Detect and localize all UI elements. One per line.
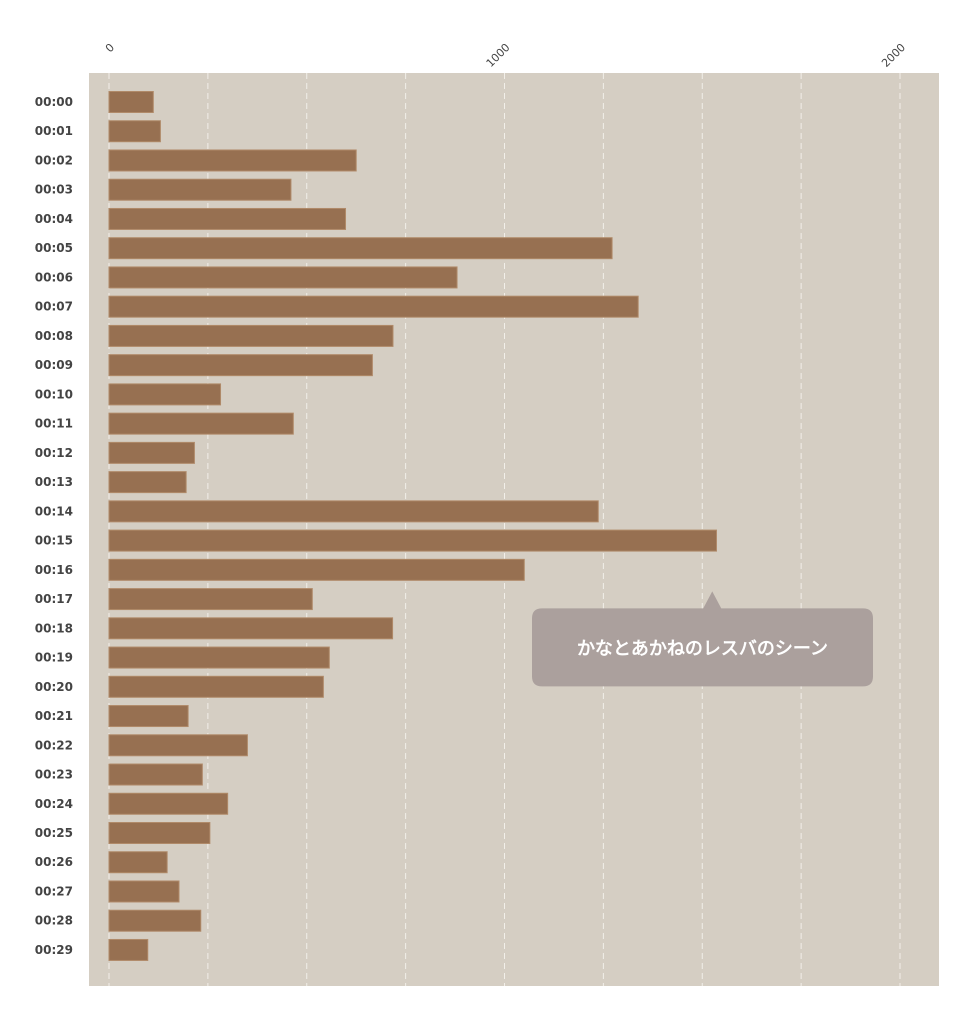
bar [108,500,599,523]
bar [108,705,189,728]
annotation-text: かなとあかねのレスバのシーン [577,638,828,659]
y-tick-label: 00:05 [35,241,73,255]
y-tick-label: 00:19 [35,651,73,665]
x-tick-label: 2000 [879,41,908,70]
bar [108,909,202,932]
y-tick-label: 00:07 [35,300,73,314]
y-tick-label: 00:15 [35,534,73,548]
bar [108,441,195,464]
bar [108,938,149,961]
y-tick-label: 00:17 [35,592,73,606]
bar [108,471,187,494]
annotation-callout-box [532,591,873,687]
y-tick-label: 00:12 [35,446,73,460]
bar [108,880,180,903]
y-tick-label: 00:03 [35,183,73,197]
annotation-callout: かなとあかねのレスバのシーン [532,591,873,687]
y-tick-label: 00:08 [35,329,73,343]
bar [108,822,211,844]
bar [108,763,203,786]
y-tick-label: 00:06 [35,270,73,284]
bar [108,91,154,113]
y-tick-label: 00:00 [35,95,73,109]
bar [108,383,222,406]
y-tick-label: 00:01 [35,124,73,138]
bar [108,178,292,201]
y-tick-label: 00:11 [35,417,73,431]
y-tick-label: 00:25 [35,826,73,840]
y-tick-label: 00:09 [35,358,73,372]
bar [108,120,161,143]
y-tick-label: 00:20 [35,680,73,694]
bar [108,675,324,698]
x-axis-tick-labels: 0 1000 2000 [103,41,908,70]
bar [108,617,394,640]
bar [108,412,294,435]
bar-series [108,91,717,961]
x-tick-label: 0 [103,41,117,55]
y-tick-label: 00:28 [35,914,73,928]
bar [108,558,525,581]
y-tick-label: 00:02 [35,153,73,167]
y-tick-label: 00:18 [35,621,73,635]
bar [108,354,373,377]
x-tick-label: 1000 [484,41,513,70]
y-tick-label: 00:29 [35,943,73,957]
y-tick-label: 00:22 [35,738,73,752]
y-tick-label: 00:10 [35,387,73,401]
y-tick-label: 00:24 [35,797,73,811]
bar [108,237,613,260]
y-tick-label: 00:14 [35,504,73,518]
bar [108,149,357,172]
bar [108,792,229,815]
y-tick-label: 00:16 [35,563,73,577]
bar [108,588,313,611]
bar [108,734,248,757]
bar [108,324,394,347]
bar [108,646,330,669]
bar [108,266,458,289]
y-tick-label: 00:27 [35,884,73,898]
bar [108,851,168,874]
y-tick-label: 00:23 [35,768,73,782]
y-tick-label: 00:21 [35,709,73,723]
bar [108,295,639,318]
y-tick-label: 00:13 [35,475,73,489]
bar [108,207,347,230]
bar [108,529,717,552]
y-axis-tick-labels: 00:00 00:01 00:02 00:03 00:04 00:05 00:06 00:07… [35,95,73,957]
y-tick-label: 00:26 [35,855,73,869]
y-tick-label: 00:04 [35,212,73,226]
